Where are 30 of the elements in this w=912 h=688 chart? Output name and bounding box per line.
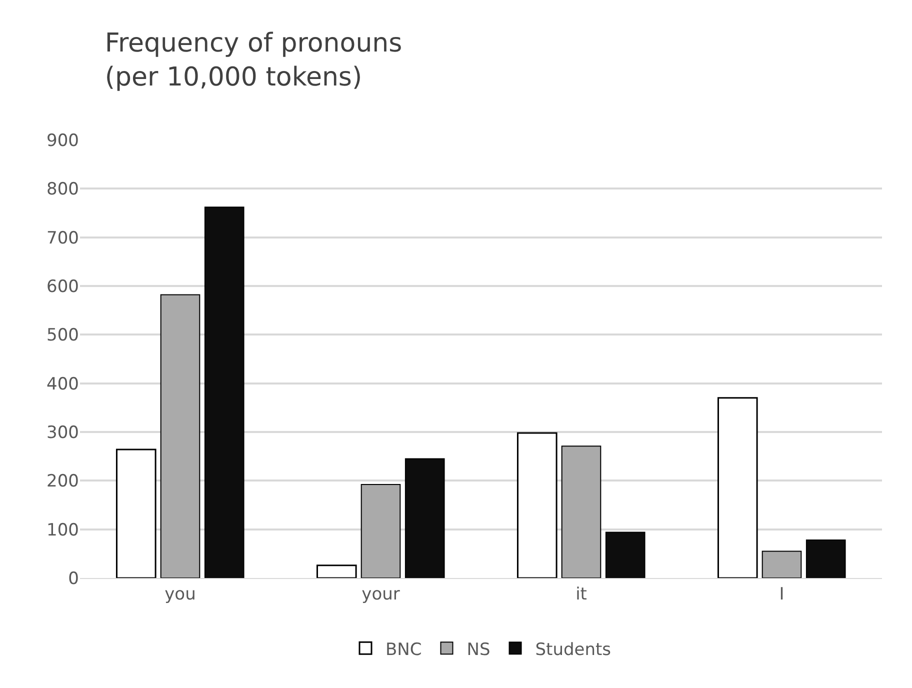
x-tick-label: you: [164, 584, 196, 604]
legend-label: BNC: [386, 640, 422, 660]
bar: [404, 458, 445, 578]
y-tick-label: 500: [46, 326, 79, 346]
x-tick-label: your: [362, 584, 400, 604]
bar: [204, 206, 244, 578]
bar: [806, 540, 846, 578]
y-tick-label: 100: [46, 520, 79, 540]
y-tick-label: 900: [46, 130, 79, 151]
chart-title: Frequency of pronouns (per 10,000 tokens): [104, 28, 402, 92]
y-tick-label: 200: [46, 472, 79, 492]
bar: [717, 397, 758, 578]
x-tick-label: I: [779, 584, 784, 604]
y-tick-label: 800: [46, 180, 79, 200]
y-tick-label: 300: [46, 422, 79, 443]
y-tick-label: 0: [68, 568, 79, 589]
bar: [561, 446, 602, 578]
legend-label: Students: [535, 640, 612, 660]
bar: [762, 550, 802, 578]
legend-label: NS: [466, 640, 490, 660]
x-tick-label: it: [576, 584, 588, 604]
bar: [316, 564, 357, 578]
bar: [160, 294, 200, 578]
bar: [360, 484, 401, 578]
bar: [605, 532, 646, 578]
y-tick-label: 600: [46, 276, 79, 297]
y-tick-label: 700: [46, 228, 79, 248]
y-tick-label: 400: [46, 374, 79, 394]
bar: [516, 432, 558, 578]
bar: [116, 448, 156, 578]
